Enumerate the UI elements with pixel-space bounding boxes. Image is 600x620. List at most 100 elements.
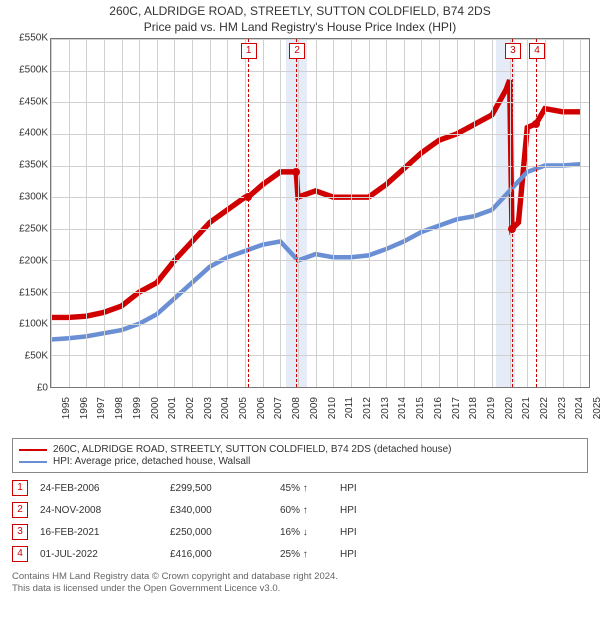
- x-tick-label: 2011: [344, 397, 355, 419]
- grid-line-v: [439, 39, 440, 387]
- sale-marker-label: 1: [241, 43, 257, 59]
- grid-line-v: [192, 39, 193, 387]
- sales-row: 401-JUL-2022£416,00025% ↑HPI: [12, 543, 588, 565]
- x-tick-label: 2020: [504, 397, 515, 419]
- grid-line-v: [51, 39, 52, 387]
- x-tick-label: 1996: [79, 397, 90, 419]
- sales-row-pct: 60% ↑: [280, 505, 340, 516]
- sales-row-pct: 45% ↑: [280, 483, 340, 494]
- x-tick-label: 2015: [415, 397, 426, 419]
- sales-row: 224-NOV-2008£340,00060% ↑HPI: [12, 499, 588, 521]
- sale-vline: [536, 39, 537, 387]
- sales-row-index: 2: [12, 502, 28, 518]
- legend-item: HPI: Average price, detached house, Wals…: [19, 456, 581, 467]
- x-tick-label: 2012: [362, 397, 373, 419]
- x-tick-label: 2021: [521, 397, 532, 419]
- grid-line-v: [351, 39, 352, 387]
- x-tick-label: 2001: [167, 397, 178, 419]
- grid-line-h: [51, 324, 589, 325]
- sale-vline: [512, 39, 513, 387]
- x-tick-label: 2006: [256, 397, 267, 419]
- x-tick-label: 2000: [150, 397, 161, 419]
- grid-line-v: [69, 39, 70, 387]
- legend-box: 260C, ALDRIDGE ROAD, STREETLY, SUTTON CO…: [12, 438, 588, 473]
- sales-row-pct: 25% ↑: [280, 549, 340, 560]
- x-tick-label: 2017: [451, 397, 462, 419]
- grid-line-v: [386, 39, 387, 387]
- grid-line-h: [51, 166, 589, 167]
- grid-line-h: [51, 260, 589, 261]
- legend-label: 260C, ALDRIDGE ROAD, STREETLY, SUTTON CO…: [53, 444, 452, 455]
- grid-line-v: [227, 39, 228, 387]
- chart-subtitle: Price paid vs. HM Land Registry's House …: [8, 20, 592, 34]
- grid-line-v: [104, 39, 105, 387]
- grid-line-v: [580, 39, 581, 387]
- x-tick-label: 2005: [238, 397, 249, 419]
- y-tick-label: £300K: [19, 192, 48, 203]
- y-tick-label: £250K: [19, 223, 48, 234]
- sales-row-date: 01-JUL-2022: [40, 549, 170, 560]
- sales-row-date: 16-FEB-2021: [40, 527, 170, 538]
- grid-line-h: [51, 102, 589, 103]
- grid-line-v: [457, 39, 458, 387]
- x-tick-label: 2025: [592, 397, 600, 419]
- sales-table: 124-FEB-2006£299,50045% ↑HPI224-NOV-2008…: [12, 477, 588, 565]
- y-tick-label: £200K: [19, 255, 48, 266]
- y-tick-label: £550K: [19, 33, 48, 44]
- sale-marker-dot: [292, 168, 300, 176]
- sale-marker-dot: [508, 225, 516, 233]
- legend-label: HPI: Average price, detached house, Wals…: [53, 456, 250, 467]
- sales-row-date: 24-FEB-2006: [40, 483, 170, 494]
- sales-row-index: 1: [12, 480, 28, 496]
- grid-line-h: [51, 71, 589, 72]
- grid-line-v: [510, 39, 511, 387]
- x-tick-label: 2003: [203, 397, 214, 419]
- grid-line-v: [280, 39, 281, 387]
- y-tick-label: £500K: [19, 64, 48, 75]
- line-svg: [51, 39, 589, 387]
- x-tick-label: 2007: [274, 397, 285, 419]
- sales-row-vs: HPI: [340, 527, 400, 538]
- grid-line-v: [139, 39, 140, 387]
- x-tick-label: 1997: [97, 397, 108, 419]
- y-tick-label: £0: [37, 383, 48, 394]
- footer-line2: This data is licensed under the Open Gov…: [12, 583, 588, 595]
- grid-line-v: [86, 39, 87, 387]
- x-tick-label: 2016: [433, 397, 444, 419]
- grid-line-v: [369, 39, 370, 387]
- grid-line-v: [563, 39, 564, 387]
- grid-line-v: [174, 39, 175, 387]
- legend-item: 260C, ALDRIDGE ROAD, STREETLY, SUTTON CO…: [19, 444, 581, 455]
- grid-line-v: [157, 39, 158, 387]
- grid-line-v: [263, 39, 264, 387]
- grid-line-h: [51, 197, 589, 198]
- x-tick-label: 2009: [309, 397, 320, 419]
- grid-line-v: [333, 39, 334, 387]
- grid-line-h: [51, 292, 589, 293]
- x-tick-label: 2014: [398, 397, 409, 419]
- chart-title-block: 260C, ALDRIDGE ROAD, STREETLY, SUTTON CO…: [0, 0, 600, 36]
- y-tick-label: £350K: [19, 160, 48, 171]
- grid-line-v: [545, 39, 546, 387]
- sales-row-price: £340,000: [170, 505, 280, 516]
- legend-swatch: [19, 461, 47, 463]
- grid-line-h: [51, 39, 589, 40]
- y-tick-label: £150K: [19, 287, 48, 298]
- grid-line-v: [245, 39, 246, 387]
- sales-row: 316-FEB-2021£250,00016% ↓HPI: [12, 521, 588, 543]
- chart-area: £0£50K£100K£150K£200K£250K£300K£350K£400…: [10, 38, 590, 408]
- x-tick-label: 2002: [185, 397, 196, 419]
- chart-title-address: 260C, ALDRIDGE ROAD, STREETLY, SUTTON CO…: [8, 4, 592, 18]
- sales-row-price: £416,000: [170, 549, 280, 560]
- sales-row-vs: HPI: [340, 505, 400, 516]
- sale-marker-dot: [532, 120, 540, 128]
- sales-row-index: 4: [12, 546, 28, 562]
- sale-marker-label: 3: [505, 43, 521, 59]
- x-tick-label: 2013: [380, 397, 391, 419]
- x-tick-label: 2024: [575, 397, 586, 419]
- sales-row-price: £299,500: [170, 483, 280, 494]
- x-tick-label: 1995: [61, 397, 72, 419]
- x-tick-label: 1999: [132, 397, 143, 419]
- plot-area: 1234: [50, 38, 590, 388]
- x-tick-label: 1998: [114, 397, 125, 419]
